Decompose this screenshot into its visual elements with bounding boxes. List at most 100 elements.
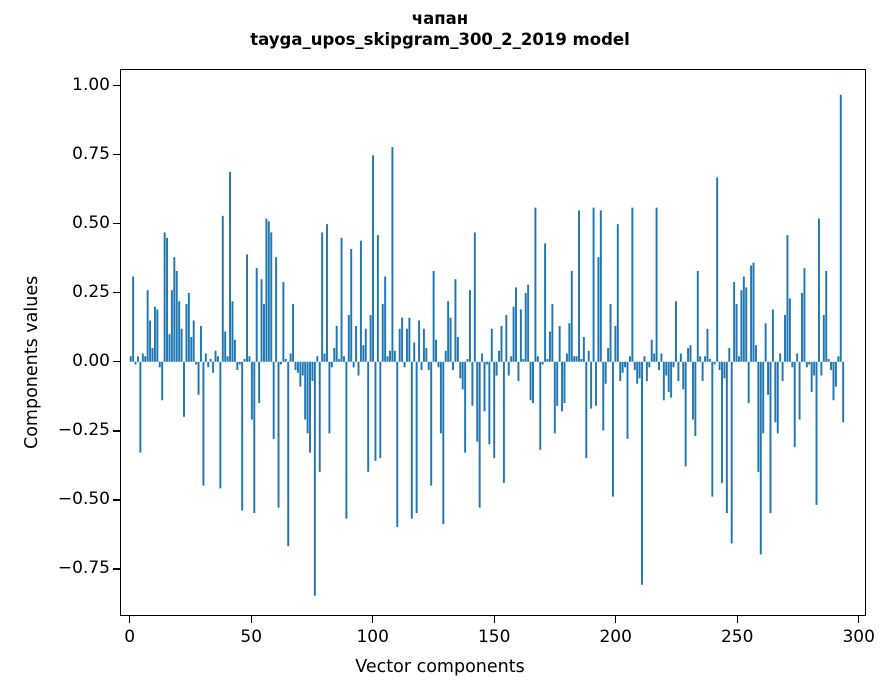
bar bbox=[573, 356, 576, 362]
bar bbox=[721, 361, 723, 483]
bar bbox=[340, 237, 343, 362]
bar bbox=[803, 268, 806, 362]
bar bbox=[839, 94, 842, 362]
bar bbox=[636, 361, 639, 384]
bar bbox=[263, 303, 265, 362]
bar bbox=[837, 356, 840, 362]
bar bbox=[757, 361, 760, 472]
bar bbox=[658, 361, 660, 371]
bar bbox=[435, 339, 438, 362]
bar bbox=[352, 361, 355, 368]
bar bbox=[379, 361, 382, 459]
bar bbox=[825, 270, 828, 362]
bar bbox=[471, 361, 474, 406]
bar bbox=[481, 353, 484, 362]
bar bbox=[403, 361, 406, 368]
bar bbox=[536, 356, 539, 362]
bar bbox=[735, 303, 738, 362]
bar bbox=[510, 356, 513, 362]
bar bbox=[153, 306, 156, 362]
bar bbox=[791, 361, 794, 368]
bar bbox=[175, 270, 178, 362]
bar bbox=[689, 345, 692, 362]
bar bbox=[728, 348, 731, 362]
bar bbox=[711, 361, 714, 497]
bar bbox=[597, 257, 600, 362]
bar bbox=[570, 270, 573, 362]
bar bbox=[362, 345, 365, 362]
x-tick-label: 150 bbox=[477, 627, 511, 647]
bar bbox=[740, 290, 743, 362]
bar bbox=[200, 325, 202, 362]
bar bbox=[418, 320, 421, 362]
bar bbox=[289, 353, 292, 362]
x-tick-mark bbox=[615, 616, 617, 623]
bar bbox=[236, 361, 239, 371]
chart-title: чапан tayga_upos_skipgram_300_2_2019 mod… bbox=[0, 8, 880, 50]
bar bbox=[226, 356, 229, 362]
bar bbox=[541, 361, 544, 365]
bar bbox=[519, 309, 522, 362]
bar bbox=[425, 348, 428, 362]
bar bbox=[604, 361, 607, 384]
bar bbox=[301, 361, 304, 376]
bar bbox=[619, 361, 622, 382]
bar bbox=[357, 361, 360, 376]
y-tick-label: −0.50 bbox=[57, 488, 110, 509]
bar bbox=[548, 331, 551, 362]
bar bbox=[209, 359, 212, 362]
bar bbox=[316, 356, 319, 362]
bar bbox=[229, 171, 232, 362]
bar bbox=[461, 361, 464, 390]
bar bbox=[558, 325, 561, 362]
bar bbox=[524, 292, 527, 362]
bar bbox=[267, 221, 270, 362]
bar bbox=[359, 240, 362, 362]
bar bbox=[808, 361, 811, 365]
bar bbox=[502, 361, 505, 483]
bar bbox=[820, 361, 823, 376]
bar bbox=[602, 361, 605, 431]
bar bbox=[464, 361, 467, 453]
bar bbox=[166, 237, 169, 362]
bar bbox=[309, 361, 311, 453]
bar bbox=[449, 317, 452, 362]
bar bbox=[207, 361, 210, 368]
bar bbox=[292, 303, 295, 362]
bar bbox=[670, 361, 673, 398]
bar bbox=[321, 232, 324, 362]
x-tick-label: 0 bbox=[124, 627, 136, 647]
bar bbox=[391, 147, 394, 362]
bar bbox=[645, 361, 648, 382]
bar bbox=[493, 361, 496, 459]
bar bbox=[284, 359, 287, 362]
bar bbox=[306, 361, 309, 434]
bar bbox=[532, 361, 534, 404]
bar bbox=[708, 359, 711, 362]
bar bbox=[202, 361, 205, 486]
bar bbox=[476, 361, 479, 442]
bar bbox=[323, 353, 326, 362]
bar bbox=[798, 361, 801, 420]
x-tick-mark bbox=[736, 616, 738, 623]
bar bbox=[834, 361, 837, 387]
bar bbox=[655, 207, 658, 362]
x-tick-mark bbox=[493, 616, 495, 623]
bar bbox=[582, 336, 585, 362]
bar bbox=[677, 361, 680, 382]
bar bbox=[774, 361, 777, 423]
bar bbox=[270, 232, 273, 362]
bar bbox=[384, 276, 387, 362]
bar bbox=[687, 348, 690, 362]
bar bbox=[653, 353, 656, 362]
bar bbox=[141, 353, 144, 362]
bar bbox=[626, 361, 629, 439]
bar bbox=[788, 298, 791, 362]
bar bbox=[134, 361, 137, 365]
bar bbox=[694, 361, 697, 437]
bar bbox=[505, 314, 508, 362]
bar bbox=[716, 177, 719, 362]
bar bbox=[190, 336, 193, 362]
bar bbox=[490, 328, 493, 362]
